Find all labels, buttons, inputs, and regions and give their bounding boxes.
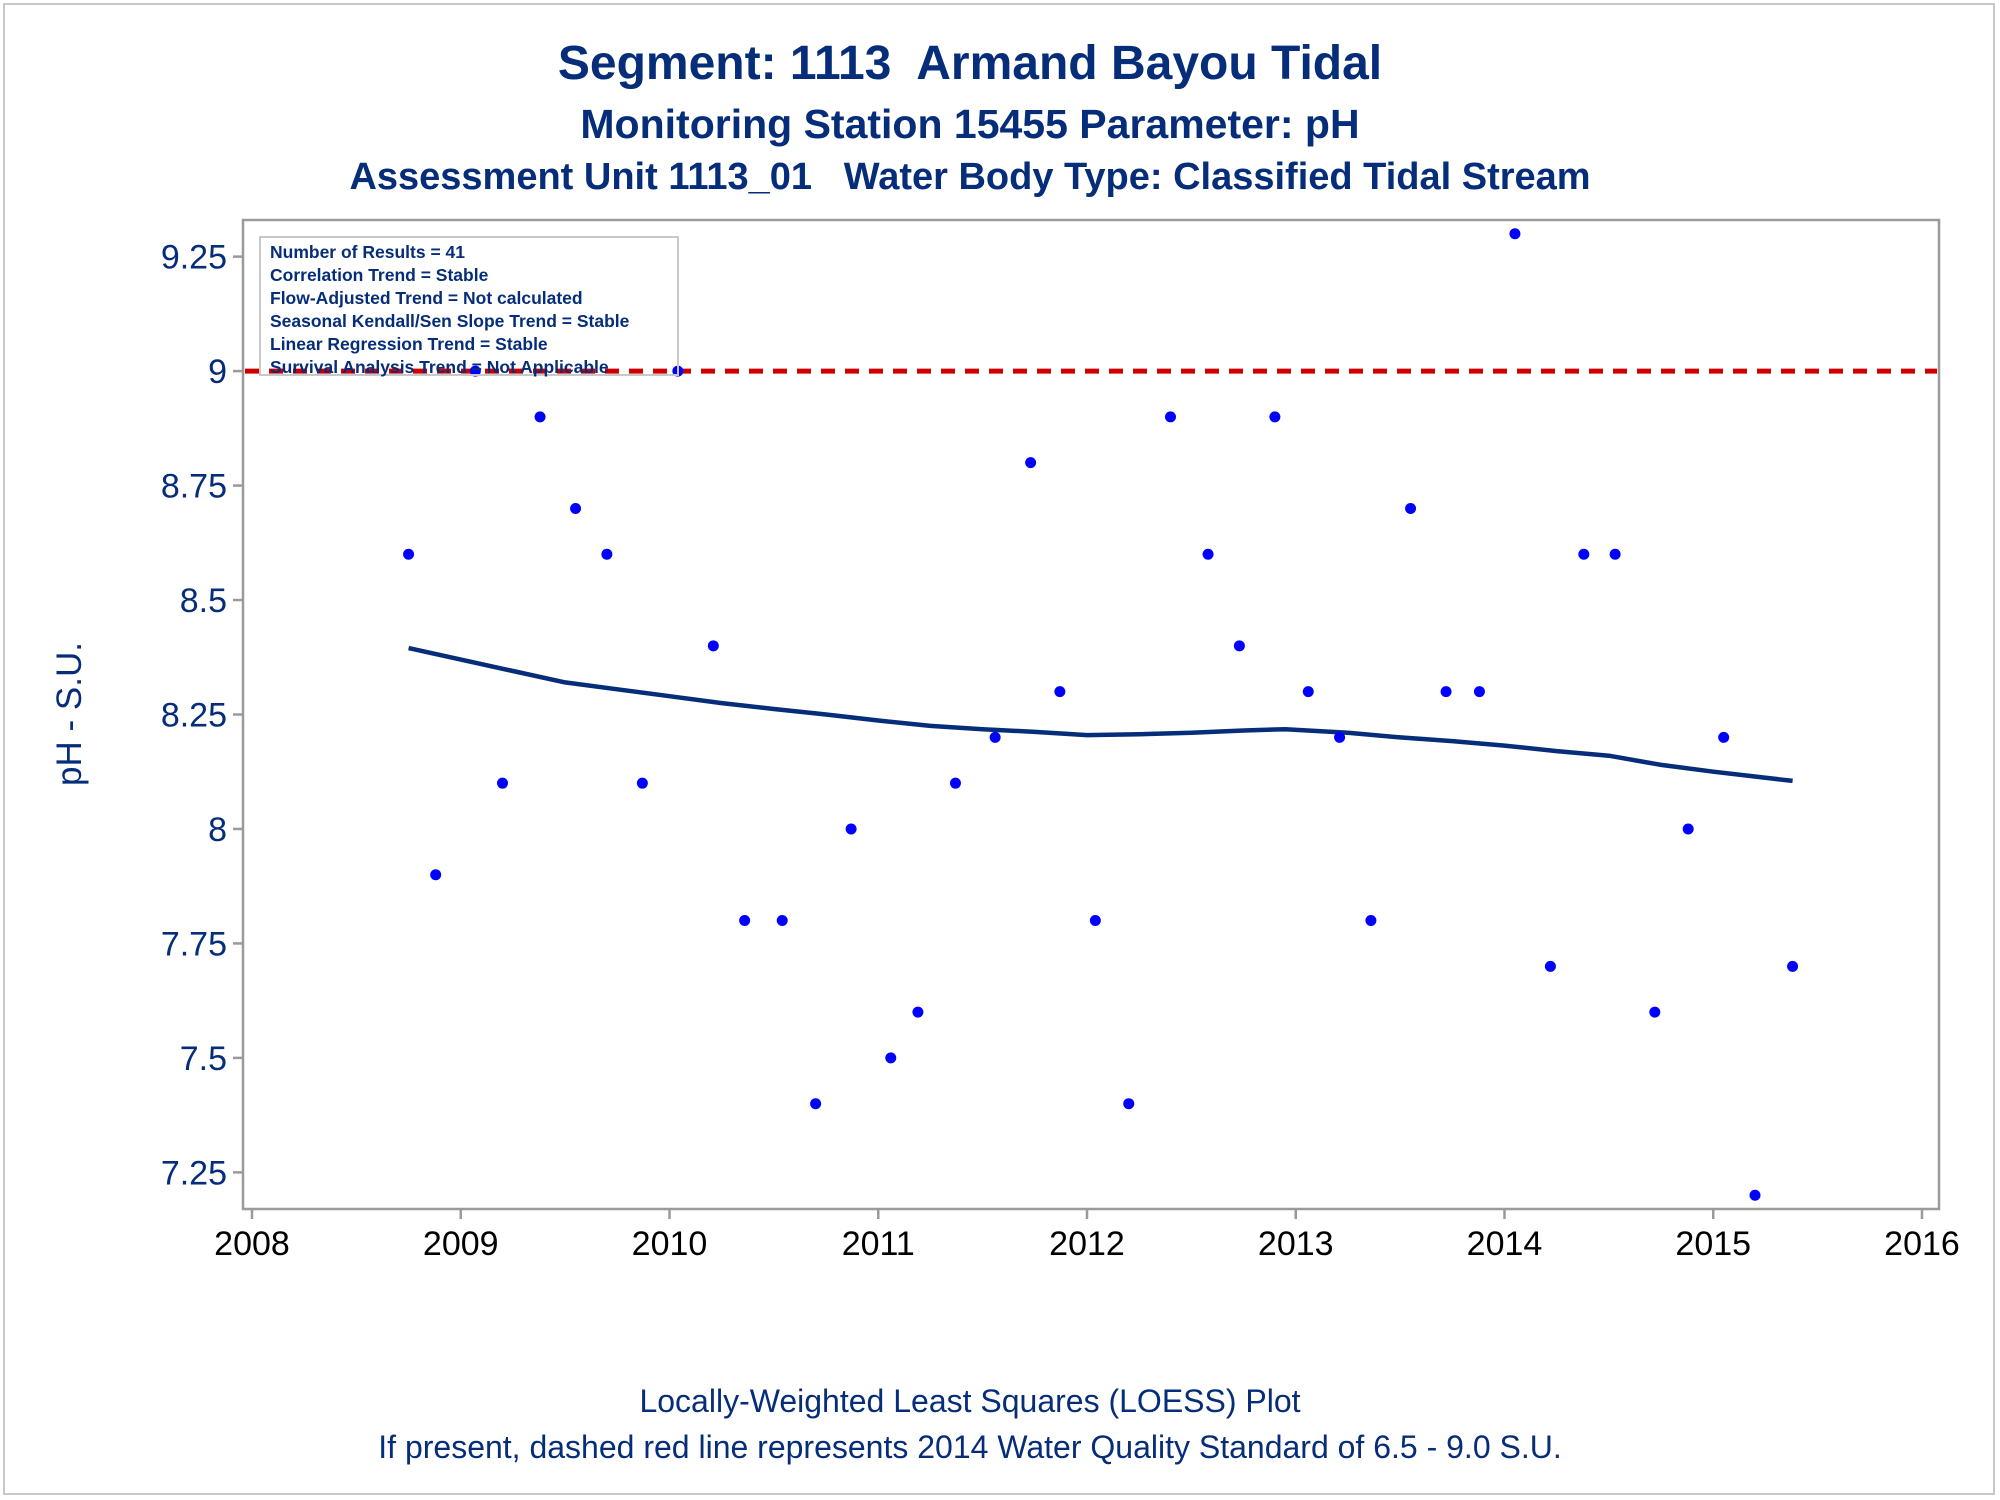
outer-frame [3, 3, 1995, 1495]
data-point [534, 411, 546, 423]
data-point [1025, 457, 1037, 469]
x-tick-label: 2008 [214, 1225, 290, 1263]
loess-curve-layer [408, 645, 1793, 784]
x-tick-label: 2014 [1467, 1225, 1543, 1263]
chart-subtitle-assessment-unit: Assessment Unit 1113_01 Water Body Type:… [349, 156, 1591, 198]
stat-linear-regression-trend: Linear Regression Trend = Stable [270, 334, 548, 354]
data-point [1302, 686, 1314, 698]
data-point [810, 1098, 822, 1110]
loess-curve [408, 645, 1793, 784]
data-point [636, 777, 648, 789]
y-axis-label: pH - S.U. [50, 642, 89, 786]
data-point [1233, 640, 1245, 652]
x-tick-label: 2010 [632, 1225, 708, 1263]
data-point [739, 915, 751, 927]
x-tick-label: 2012 [1049, 1225, 1125, 1263]
data-point [885, 1052, 897, 1064]
data-point [1123, 1098, 1135, 1110]
stat-correlation-trend: Correlation Trend = Stable [270, 265, 489, 285]
x-tick-label: 2011 [842, 1225, 915, 1263]
footnote-standard: If present, dashed red line represents 2… [378, 1429, 1562, 1465]
data-point [1089, 915, 1101, 927]
x-tick-label: 2015 [1675, 1225, 1751, 1263]
data-point [497, 777, 508, 789]
data-points-layer [403, 228, 1799, 1201]
y-tick-label: 9.25 [161, 239, 227, 277]
stat-seasonal-kendall-trend: Seasonal Kendall/Sen Slope Trend = Stabl… [270, 311, 630, 331]
y-tick-label: 7.75 [161, 925, 227, 963]
x-axis: 2008 2009 2010 2011 2012 2013 2014 2015 2016 [214, 1209, 1960, 1263]
data-point [1649, 1006, 1661, 1018]
y-tick-label: 9 [208, 353, 227, 391]
data-point [430, 869, 442, 881]
data-point [1202, 548, 1214, 560]
y-axis: 7.25 7.5 7.75 8 8.25 8.5 8.75 9 9.25 [161, 239, 243, 1192]
data-point [601, 548, 613, 560]
data-point [1509, 228, 1521, 240]
stat-number-of-results: Number of Results = 41 [270, 242, 465, 262]
data-point [845, 823, 857, 835]
data-point [776, 915, 788, 927]
data-point [1473, 686, 1485, 698]
chart-subtitle-station: Monitoring Station 15455 Parameter: pH [580, 101, 1360, 147]
data-point [1544, 960, 1556, 972]
y-tick-label: 7.25 [161, 1154, 227, 1192]
data-point [1165, 411, 1176, 423]
footnote-loess: Locally-Weighted Least Squares (LOESS) P… [639, 1383, 1301, 1419]
y-tick-label: 8.75 [161, 468, 227, 506]
data-point [1365, 915, 1377, 927]
stat-survival-analysis-trend: Survival Analysis Trend = Not Applicable [270, 357, 609, 377]
data-point [1609, 548, 1621, 560]
x-tick-label: 2016 [1884, 1225, 1960, 1263]
y-tick-label: 8 [208, 811, 227, 849]
data-point [570, 502, 582, 514]
data-point [1440, 686, 1452, 698]
x-tick-label: 2009 [423, 1225, 499, 1263]
data-point [1054, 686, 1066, 698]
stat-flow-adjusted-trend: Flow-Adjusted Trend = Not calculated [270, 288, 583, 308]
data-point [1682, 823, 1694, 835]
x-tick-label: 2013 [1258, 1225, 1334, 1263]
chart-title: Segment: 1113 Armand Bayou Tidal [557, 37, 1383, 90]
trend-statistics-box: Number of Results = 41 Correlation Trend… [259, 236, 679, 377]
data-point [1334, 731, 1346, 743]
data-point [949, 777, 961, 789]
data-point [403, 548, 415, 560]
data-point [989, 731, 1001, 743]
data-point [1718, 731, 1730, 743]
data-point [707, 640, 719, 652]
y-tick-label: 8.25 [161, 697, 227, 735]
data-point [1787, 960, 1799, 972]
data-point [912, 1006, 924, 1018]
data-point [1269, 411, 1281, 423]
data-point [1749, 1189, 1761, 1201]
y-tick-label: 8.5 [180, 582, 227, 620]
data-point [1405, 502, 1417, 514]
data-point [469, 365, 481, 377]
y-tick-label: 7.5 [180, 1040, 227, 1078]
data-point [1578, 548, 1590, 560]
